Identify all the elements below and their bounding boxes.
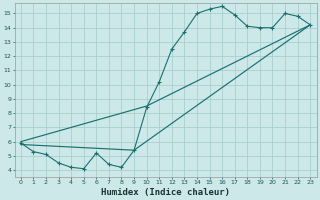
X-axis label: Humidex (Indice chaleur): Humidex (Indice chaleur) [101,188,230,197]
